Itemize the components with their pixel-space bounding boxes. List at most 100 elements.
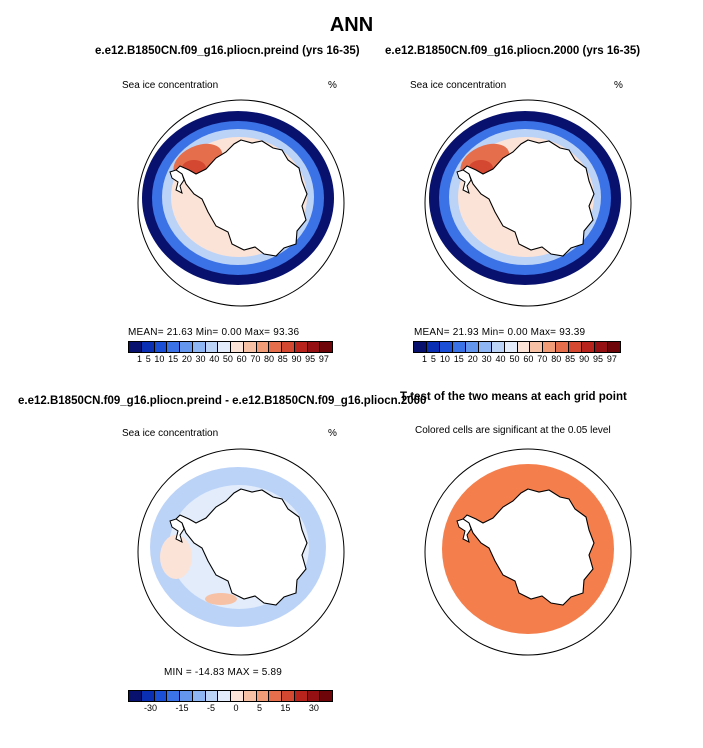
colorbar-tick-label: 20 — [181, 354, 192, 364]
colorbar-swatch — [569, 342, 583, 352]
colorbar-swatch — [320, 342, 332, 352]
colorbar-swatch — [243, 691, 257, 701]
colorbar-tick-label: 10 — [154, 354, 165, 364]
figure-title: ANN — [329, 14, 374, 36]
antarctica-coastline — [462, 139, 595, 257]
antarctic-peninsula — [169, 518, 185, 543]
colorbar-swatch — [439, 342, 453, 352]
panel2-colorbar: 1 5 10 15 20 30 40 50 60 70 80 85 90 95 97 — [413, 341, 621, 364]
colorbar-swatch — [269, 691, 282, 701]
colorbar-tick-label: 90 — [291, 354, 302, 364]
map-boundary-circle — [424, 99, 632, 307]
colorbar-swatch — [307, 342, 321, 352]
panel4-subtitle: Colored cells are significant at the 0.0… — [415, 425, 611, 436]
panel1-subtitle-left: Sea ice concentration — [122, 80, 219, 91]
panel3-subtitle-left: Sea ice concentration — [122, 428, 219, 439]
colorbar-swatch — [154, 691, 168, 701]
colorbar-swatch — [294, 342, 308, 352]
colorbar-tick-label: 40 — [495, 354, 506, 364]
colorbar-tick-label: 15 — [168, 354, 179, 364]
colorbar-tick-label: 97 — [318, 354, 329, 364]
colorbar-swatch — [154, 342, 168, 352]
panel2-title: e.e12.B1850CN.f09_g16.pliocn.2000 (yrs 1… — [385, 45, 641, 57]
panel3-colorbar: -30 -15 -5 0 5 15 30 — [128, 690, 333, 713]
diff-positive-area — [205, 593, 237, 605]
colorbar-tick-label: 95 — [592, 354, 603, 364]
colorbar-tick-label: 30 — [308, 703, 319, 713]
colorbar-tick-label: 5 — [256, 703, 262, 713]
colorbar-tick-label: -5 — [206, 703, 215, 713]
colorbar-swatch — [180, 342, 193, 352]
colorbar-swatch — [307, 691, 321, 701]
colorbar-swatch — [530, 342, 544, 352]
colorbar-swatch — [141, 691, 155, 701]
colorbar-swatch — [243, 342, 257, 352]
colorbar-tick-label: 95 — [305, 354, 316, 364]
colorbar-swatch — [218, 691, 231, 701]
colorbar-tick-label: 70 — [250, 354, 261, 364]
panel4-polar-map — [423, 447, 633, 657]
panel1-stats: MEAN= 21.63 Min= 0.00 Max= 93.36 — [128, 327, 300, 338]
colorbar-tick-label: 5 — [145, 354, 151, 364]
colorbar-swatch — [167, 691, 180, 701]
panel2-stats: MEAN= 21.93 Min= 0.00 Max= 93.39 — [414, 327, 586, 338]
antarctica-coastline — [175, 488, 308, 606]
panel3-subtitle-right: % — [328, 428, 337, 439]
colorbar-swatch — [256, 691, 270, 701]
colorbar-swatch — [608, 342, 620, 352]
map-boundary-circle — [137, 448, 345, 656]
colorbar-tick-label: 15 — [280, 703, 291, 713]
colorbar-tick-label: 5 — [430, 354, 436, 364]
colorbar-tick-label: 60 — [236, 354, 247, 364]
colorbar-tick-label: 1 — [422, 354, 428, 364]
map-boundary-circle — [424, 448, 632, 656]
colorbar-swatch — [582, 342, 596, 352]
colorbar-swatch — [141, 342, 155, 352]
colorbar-swatch — [129, 691, 142, 701]
colorbar-swatch — [543, 342, 557, 352]
panel3-polar-map — [136, 447, 346, 657]
colorbar-swatch — [320, 691, 332, 701]
antarctic-peninsula — [456, 169, 472, 194]
colorbar-swatch — [192, 691, 206, 701]
colorbar-swatch — [556, 342, 570, 352]
antarctic-peninsula — [456, 518, 472, 543]
colorbar-tick-label: 20 — [467, 354, 478, 364]
colorbar-tick-label: 0 — [233, 703, 239, 713]
colorbar-tick-label: 80 — [551, 354, 562, 364]
colorbar-tick-label: 80 — [264, 354, 275, 364]
colorbar-swatch — [465, 342, 479, 352]
colorbar-tick-label: 85 — [565, 354, 576, 364]
colorbar-tick-label: 40 — [209, 354, 220, 364]
colorbar-tick-label: 97 — [606, 354, 617, 364]
colorbar-tick-label: 1 — [137, 354, 143, 364]
colorbar-swatch — [205, 691, 219, 701]
colorbar-swatch — [269, 342, 282, 352]
panel2-subtitle-right: % — [614, 80, 623, 91]
colorbar-swatch — [282, 342, 295, 352]
panel3-stats: MIN = -14.83 MAX = 5.89 — [164, 667, 282, 678]
colorbar-swatch — [180, 691, 193, 701]
colorbar-swatch — [256, 342, 270, 352]
colorbar-swatch — [595, 342, 609, 352]
antarctica-coastline — [462, 488, 595, 606]
panel3-title: e.e12.B1850CN.f09_g16.pliocn.preind - e.… — [18, 395, 427, 407]
colorbar-tick-label: 85 — [277, 354, 288, 364]
colorbar-swatch — [452, 342, 466, 352]
colorbar-swatch — [478, 342, 492, 352]
colorbar-swatch — [192, 342, 206, 352]
colorbar-swatch — [205, 342, 219, 352]
colorbar-swatch — [218, 342, 231, 352]
panel4-title: T-test of the two means at each grid poi… — [400, 391, 627, 403]
colorbar-swatch — [231, 342, 244, 352]
panel1-polar-map — [136, 98, 346, 308]
colorbar-swatch — [414, 342, 427, 352]
colorbar-tick-label: 10 — [439, 354, 450, 364]
map-boundary-circle — [137, 99, 345, 307]
colorbar-tick-label: 15 — [453, 354, 464, 364]
colorbar-swatch — [294, 691, 308, 701]
colorbar-tick-label: 90 — [579, 354, 590, 364]
antarctic-peninsula — [169, 169, 185, 194]
panel1-title: e.e12.B1850CN.f09_g16.pliocn.preind (yrs… — [95, 45, 360, 57]
colorbar-tick-label: 30 — [195, 354, 206, 364]
